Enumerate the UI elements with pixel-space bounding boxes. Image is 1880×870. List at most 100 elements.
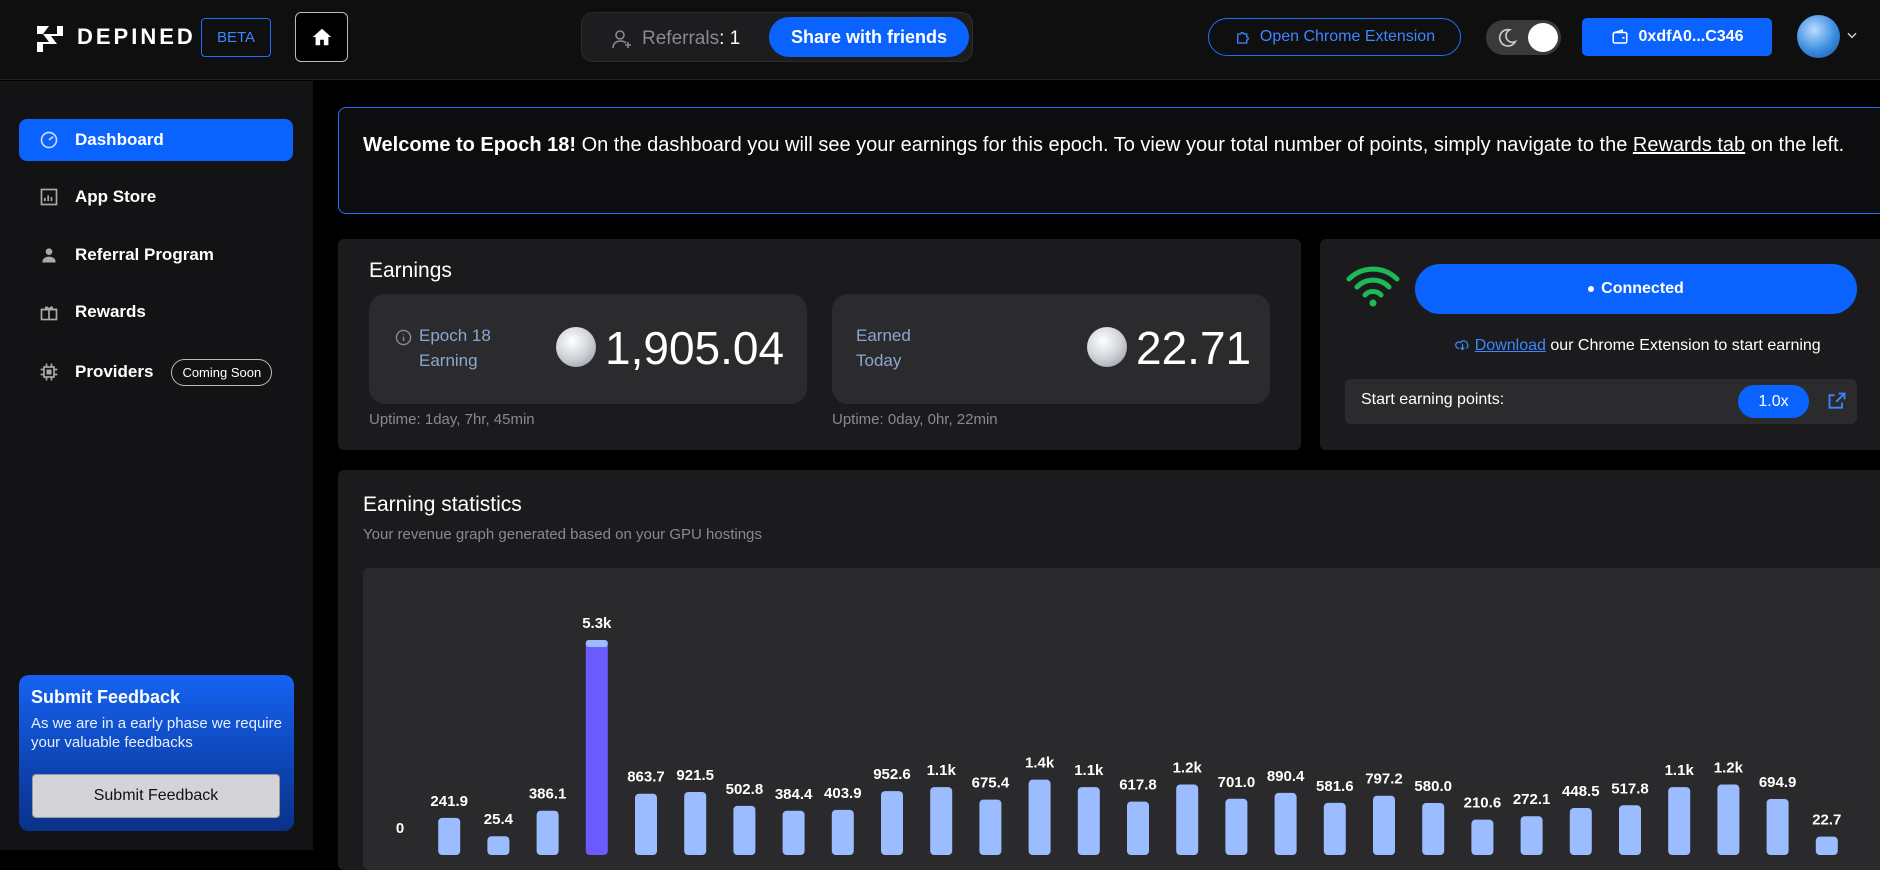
- wallet-button[interactable]: 0xdfA0...C346: [1582, 18, 1772, 56]
- chart-bar[interactable]: [684, 792, 707, 855]
- sidebar-item-label: App Store: [75, 187, 157, 206]
- theme-toggle[interactable]: [1486, 20, 1561, 55]
- chart-bar[interactable]: [1471, 819, 1494, 855]
- chart-bar[interactable]: [1323, 802, 1346, 855]
- chart-bar[interactable]: [1668, 787, 1691, 855]
- chart-data-label: 384.4: [775, 786, 813, 803]
- chart-data-label: 1.1k: [1665, 762, 1695, 779]
- cloud-download-icon: [1455, 340, 1469, 351]
- feedback-card: Submit Feedback As we are in a early pha…: [19, 675, 294, 831]
- rewards-tab-link[interactable]: Rewards tab: [1632, 134, 1746, 156]
- chart-bar[interactable]: [1274, 792, 1297, 855]
- coin-icon: [1087, 327, 1127, 367]
- chart-bar[interactable]: [585, 640, 608, 855]
- coming-soon-badge: Coming Soon: [171, 358, 273, 386]
- chart-data-label: 617.8: [1119, 777, 1157, 794]
- chart-bar[interactable]: [733, 805, 756, 855]
- welcome-heading: Welcome to Epoch 18!: [363, 134, 577, 156]
- top-bar: DEPINED BETA Referrals: 1 Share with fri…: [0, 0, 1880, 80]
- chart-bar[interactable]: [1815, 836, 1838, 855]
- chart-bar[interactable]: [1422, 802, 1445, 855]
- open-extension-button[interactable]: Open Chrome Extension: [1208, 18, 1461, 56]
- chart-data-label: 952.6: [873, 766, 911, 783]
- sidebar-item-label: Rewards: [75, 302, 146, 321]
- chart-data-label: 502.8: [726, 781, 764, 798]
- open-extension-label: Open Chrome Extension: [1259, 28, 1436, 45]
- beta-badge: BETA: [201, 18, 271, 57]
- submit-feedback-button[interactable]: Submit Feedback: [32, 774, 280, 818]
- epoch-earning-card: Epoch 18 Earning 1,905.04: [369, 294, 807, 404]
- sidebar-item-dashboard[interactable]: Dashboard: [19, 119, 293, 161]
- earned-today-card: Earned Today 22.71: [832, 294, 1270, 404]
- chart-data-label: 517.8: [1611, 780, 1649, 797]
- avatar[interactable]: [1797, 15, 1840, 58]
- chart-bar[interactable]: [831, 809, 854, 855]
- toggle-knob: [1528, 23, 1558, 52]
- earned-today-value: 22.71: [1136, 322, 1252, 374]
- chart-data-label: 675.4: [972, 775, 1010, 792]
- earnings-title: Earnings: [369, 259, 452, 282]
- home-button[interactable]: [295, 12, 348, 62]
- external-link-icon[interactable]: [1827, 391, 1847, 411]
- sidebar-item-referral-program[interactable]: Referral Program: [19, 234, 293, 276]
- referrals-label: Referrals: [642, 28, 720, 49]
- today-uptime: Uptime: 0day, 0hr, 22min: [832, 411, 998, 428]
- chart-bar[interactable]: [881, 791, 903, 855]
- chart-bar[interactable]: [1028, 779, 1051, 855]
- earning-statistics-card: Earning statistics Your revenue graph ge…: [338, 470, 1880, 870]
- chart-data-label: 25.4: [484, 811, 514, 828]
- wallet-icon: [1612, 29, 1628, 44]
- chart-bar[interactable]: [1373, 795, 1395, 855]
- chart-bar[interactable]: [1766, 798, 1789, 855]
- download-link[interactable]: Download: [1474, 337, 1546, 354]
- chart-data-label: 863.7: [627, 769, 665, 786]
- connection-card: Connected Download our Chrome Extension …: [1320, 239, 1880, 450]
- welcome-banner: Welcome to Epoch 18! On the dashboard yo…: [338, 107, 1880, 214]
- chart-bar[interactable]: [1717, 784, 1740, 855]
- chart-bar[interactable]: [1225, 798, 1248, 855]
- sidebar: Dashboard App Store Referral Program Rew…: [0, 81, 313, 850]
- stats-subtitle: Your revenue graph generated based on yo…: [363, 526, 762, 543]
- chart-bar[interactable]: [635, 793, 657, 855]
- sidebar-item-label: Providers: [75, 362, 154, 381]
- epoch-earning-value: 1,905.04: [605, 322, 785, 374]
- chart-bar[interactable]: [979, 799, 1002, 855]
- info-icon[interactable]: [395, 329, 412, 346]
- sidebar-item-label: Referral Program: [75, 245, 214, 264]
- chart-data-label: 890.4: [1267, 768, 1305, 785]
- chart-data-label: 1.1k: [927, 762, 957, 779]
- sidebar-item-app-store[interactable]: App Store: [19, 176, 293, 218]
- epoch-earning-label: Epoch 18 Earning: [419, 326, 491, 370]
- chart-bar[interactable]: [1127, 801, 1149, 855]
- stats-title: Earning statistics: [363, 493, 522, 516]
- chart-bar[interactable]: [1619, 805, 1641, 855]
- chart-bar[interactable]: [782, 810, 805, 855]
- sidebar-item-providers[interactable]: Providers Coming Soon: [19, 351, 293, 393]
- chart-data-label: 5.3k: [582, 615, 612, 632]
- chart-data-label: 581.6: [1316, 778, 1354, 795]
- wifi-icon: [1346, 266, 1400, 307]
- chart-bar[interactable]: [1176, 784, 1199, 855]
- chart-bar[interactable]: [536, 810, 559, 855]
- chart-data-label: 386.1: [529, 786, 567, 803]
- chart-bar[interactable]: [1077, 787, 1100, 855]
- chart-bar[interactable]: [1520, 816, 1543, 855]
- multiplier-badge[interactable]: 1.0x: [1738, 385, 1809, 418]
- connected-button[interactable]: Connected: [1415, 264, 1857, 314]
- sidebar-item-rewards[interactable]: Rewards: [19, 291, 293, 333]
- chart-data-label: 1.2k: [1173, 760, 1203, 777]
- chart-bar[interactable]: [930, 787, 953, 855]
- chevron-down-icon[interactable]: [1845, 28, 1859, 42]
- home-icon: [312, 28, 331, 46]
- logo[interactable]: DEPINED: [33, 20, 196, 54]
- logo-icon: [37, 26, 63, 52]
- earnings-bar-chart: 0 241.9 25.4 386.1 5.3k 863.7 921.5 502.8 384.4 4…: [396, 615, 1841, 855]
- earnings-card: Earnings Epoch 18 Earning 1,905.04 Uptim…: [338, 239, 1301, 450]
- points-label: Start earning points:: [1361, 391, 1505, 408]
- sidebar-item-label: Dashboard: [75, 130, 164, 149]
- chart-bar[interactable]: [487, 836, 510, 855]
- chart-bar[interactable]: [438, 817, 461, 855]
- chart-bar[interactable]: [1569, 808, 1592, 855]
- share-button[interactable]: Share with friends: [769, 17, 969, 57]
- chart-data-label: 1.2k: [1714, 760, 1744, 777]
